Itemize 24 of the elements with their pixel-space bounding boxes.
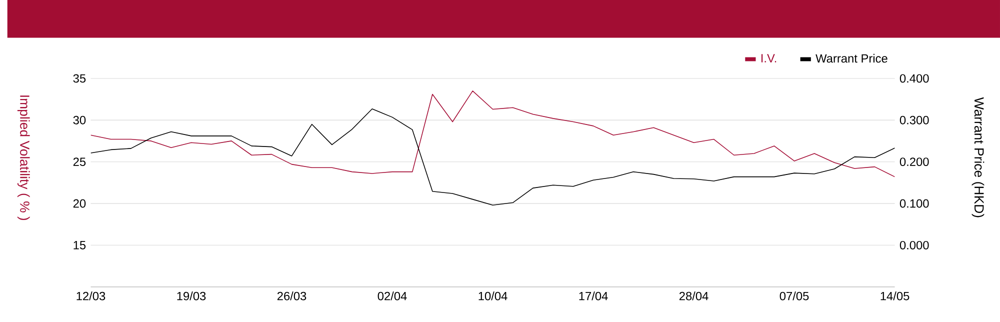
x-tick-label: 28/04 xyxy=(679,292,708,300)
y-tick-label: 25 xyxy=(73,158,86,166)
y-axis-title: Implied Volatility ( % ) xyxy=(17,96,30,220)
y2-tick-label: 0.200 xyxy=(900,158,929,166)
y-tick-label: 20 xyxy=(73,199,86,208)
line-series xyxy=(90,90,895,178)
y-tick-label: 30 xyxy=(73,116,86,125)
x-tick-label: 10/04 xyxy=(478,292,508,300)
legend-label: I.V. xyxy=(761,54,776,63)
y2-tick-label: 0.400 xyxy=(900,74,929,83)
x-tick-label: 14/05 xyxy=(880,292,910,300)
y-tick-label: 35 xyxy=(73,74,86,83)
legend-label: Warrant Price xyxy=(816,54,888,63)
y2-tick-label: 0.000 xyxy=(900,241,929,250)
x-tick-label: 26/03 xyxy=(277,292,306,300)
x-tick-label: 19/03 xyxy=(177,292,206,300)
y2-tick-label: 0.300 xyxy=(900,116,929,125)
y-tick-label: 15 xyxy=(74,241,86,250)
y2-tick-label: 0.100 xyxy=(900,199,929,208)
x-tick-label: 07/05 xyxy=(780,292,809,300)
x-tick-label: 12/03 xyxy=(76,292,106,300)
x-tick-label: 17/04 xyxy=(579,292,608,300)
y2-axis-title: Warrant Price (HKD) xyxy=(972,97,984,218)
x-tick-label: 02/04 xyxy=(378,292,407,300)
